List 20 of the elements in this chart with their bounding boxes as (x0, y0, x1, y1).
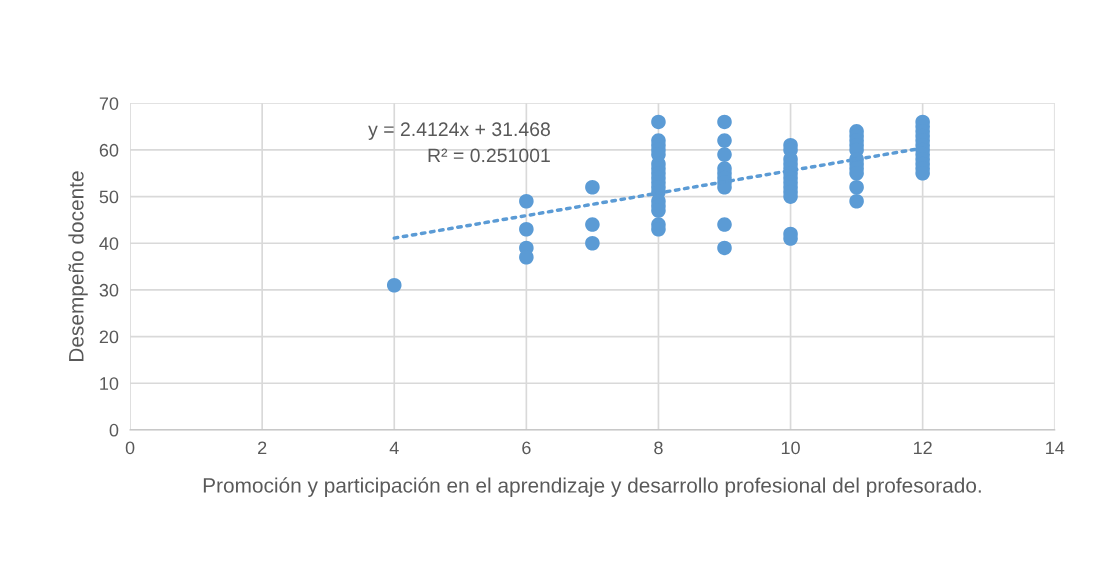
y-tick-label: 60 (99, 143, 119, 157)
y-tick-label: 30 (99, 283, 119, 297)
annotation: y = 2.4124x + 31.468 (368, 122, 550, 140)
y-tick-label: 20 (99, 330, 119, 344)
y-tick-label: 40 (99, 237, 119, 250)
x-tick-label: 4 (389, 441, 399, 455)
y-tick-label: 70 (99, 97, 119, 110)
x-tick-label: 6 (522, 441, 531, 455)
x-tick-label: 12 (913, 441, 932, 455)
x-tick-label: 8 (654, 441, 663, 455)
x-tick-label: 10 (781, 441, 800, 455)
y-tick-label: 0 (109, 423, 119, 437)
annotation: R² = 0.251001 (428, 148, 550, 163)
y-tick-label: 50 (99, 190, 119, 204)
y-tick-label: 10 (100, 377, 119, 390)
y-axis-title: Desempeño docente (68, 171, 88, 361)
x-axis-title: Promoción y participación en el aprendizaje y desarrollo profesional del profesorado. (203, 477, 981, 497)
x-tick-label: 14 (1046, 441, 1065, 455)
x-tick-label: 0 (125, 441, 135, 455)
x-tick-label: 2 (258, 441, 267, 455)
